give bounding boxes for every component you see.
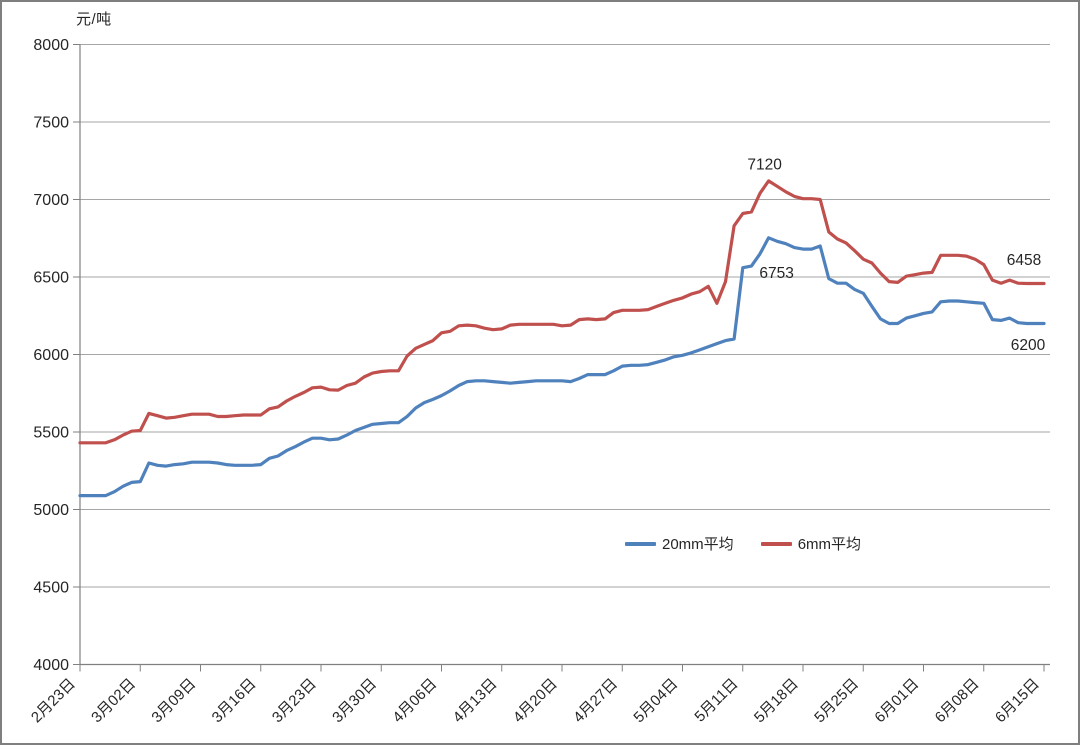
x-axis-tick-label: 3月23日 [269, 675, 320, 726]
x-axis-tick-label: 2月23日 [28, 675, 79, 726]
y-axis-tick-label: 5500 [33, 425, 69, 442]
data-annotations: 7120 6753 6458 6200 [747, 156, 1045, 354]
legend-line-red-icon [760, 541, 792, 546]
x-axis-tick-label: 6月01日 [871, 675, 922, 726]
x-axis-tick-label: 3月02日 [88, 675, 139, 726]
x-axis-tick-label: 6月08日 [932, 675, 983, 726]
annotation-7120: 7120 [747, 156, 782, 173]
x-axis-tick-label: 6月15日 [992, 675, 1043, 726]
x-axis-tick-label: 5月18日 [751, 675, 802, 726]
y-axis-labels: 4000 4500 5000 5500 6000 6500 7000 7500 8000 [33, 37, 69, 674]
x-axis-tick-label: 5月25日 [811, 675, 862, 726]
series-line-1 [78, 179, 1046, 445]
y-axis-tick-label: 6000 [33, 347, 69, 364]
x-axis-tick-label: 5月04日 [630, 675, 681, 726]
legend-item-6mm: 6mm平均 [760, 533, 862, 554]
legend-line-blue-icon [625, 541, 656, 546]
legend: 20mm平均 6mm平均 [625, 533, 861, 554]
x-axis-tick-label: 4月13日 [450, 675, 501, 726]
x-axis-tick-label: 4月27日 [570, 675, 621, 726]
series-line-0 [78, 236, 1046, 498]
y-axis-tick-label: 7500 [33, 115, 69, 132]
annotation-6458: 6458 [1007, 252, 1041, 269]
y-axis-tick-label: 5000 [33, 502, 69, 519]
legend-label-6mm: 6mm平均 [797, 536, 862, 553]
y-axis-tick-label: 4000 [33, 657, 69, 674]
x-axis-labels: 2月23日 3月02日 3月09日 3月16日 3月23日 3月30日 4月06日 4月13日… [28, 664, 1045, 726]
y-axis-tick-label: 6500 [33, 270, 69, 287]
x-axis-tick-label: 4月06日 [389, 675, 440, 726]
y-gridlines [73, 44, 1050, 665]
x-axis-tick-label: 3月16日 [209, 675, 260, 726]
annotation-6753: 6753 [759, 265, 793, 282]
y-axis-tick-label: 7000 [33, 192, 69, 209]
y-axis-unit-label: 元/吨 [76, 11, 112, 28]
legend-label-20mm: 20mm平均 [662, 536, 734, 553]
y-axis-tick-label: 4500 [33, 580, 69, 597]
legend-item-20mm: 20mm平均 [625, 533, 734, 554]
y-axis-tick-label: 8000 [33, 37, 69, 54]
annotation-6200: 6200 [1011, 337, 1046, 354]
x-axis-tick-label: 3月30日 [329, 675, 380, 726]
axes [79, 44, 1050, 666]
x-axis-tick-label: 3月09日 [148, 675, 199, 726]
x-axis-tick-label: 5月11日 [691, 675, 741, 725]
x-axis-tick-label: 4月20日 [510, 675, 561, 726]
